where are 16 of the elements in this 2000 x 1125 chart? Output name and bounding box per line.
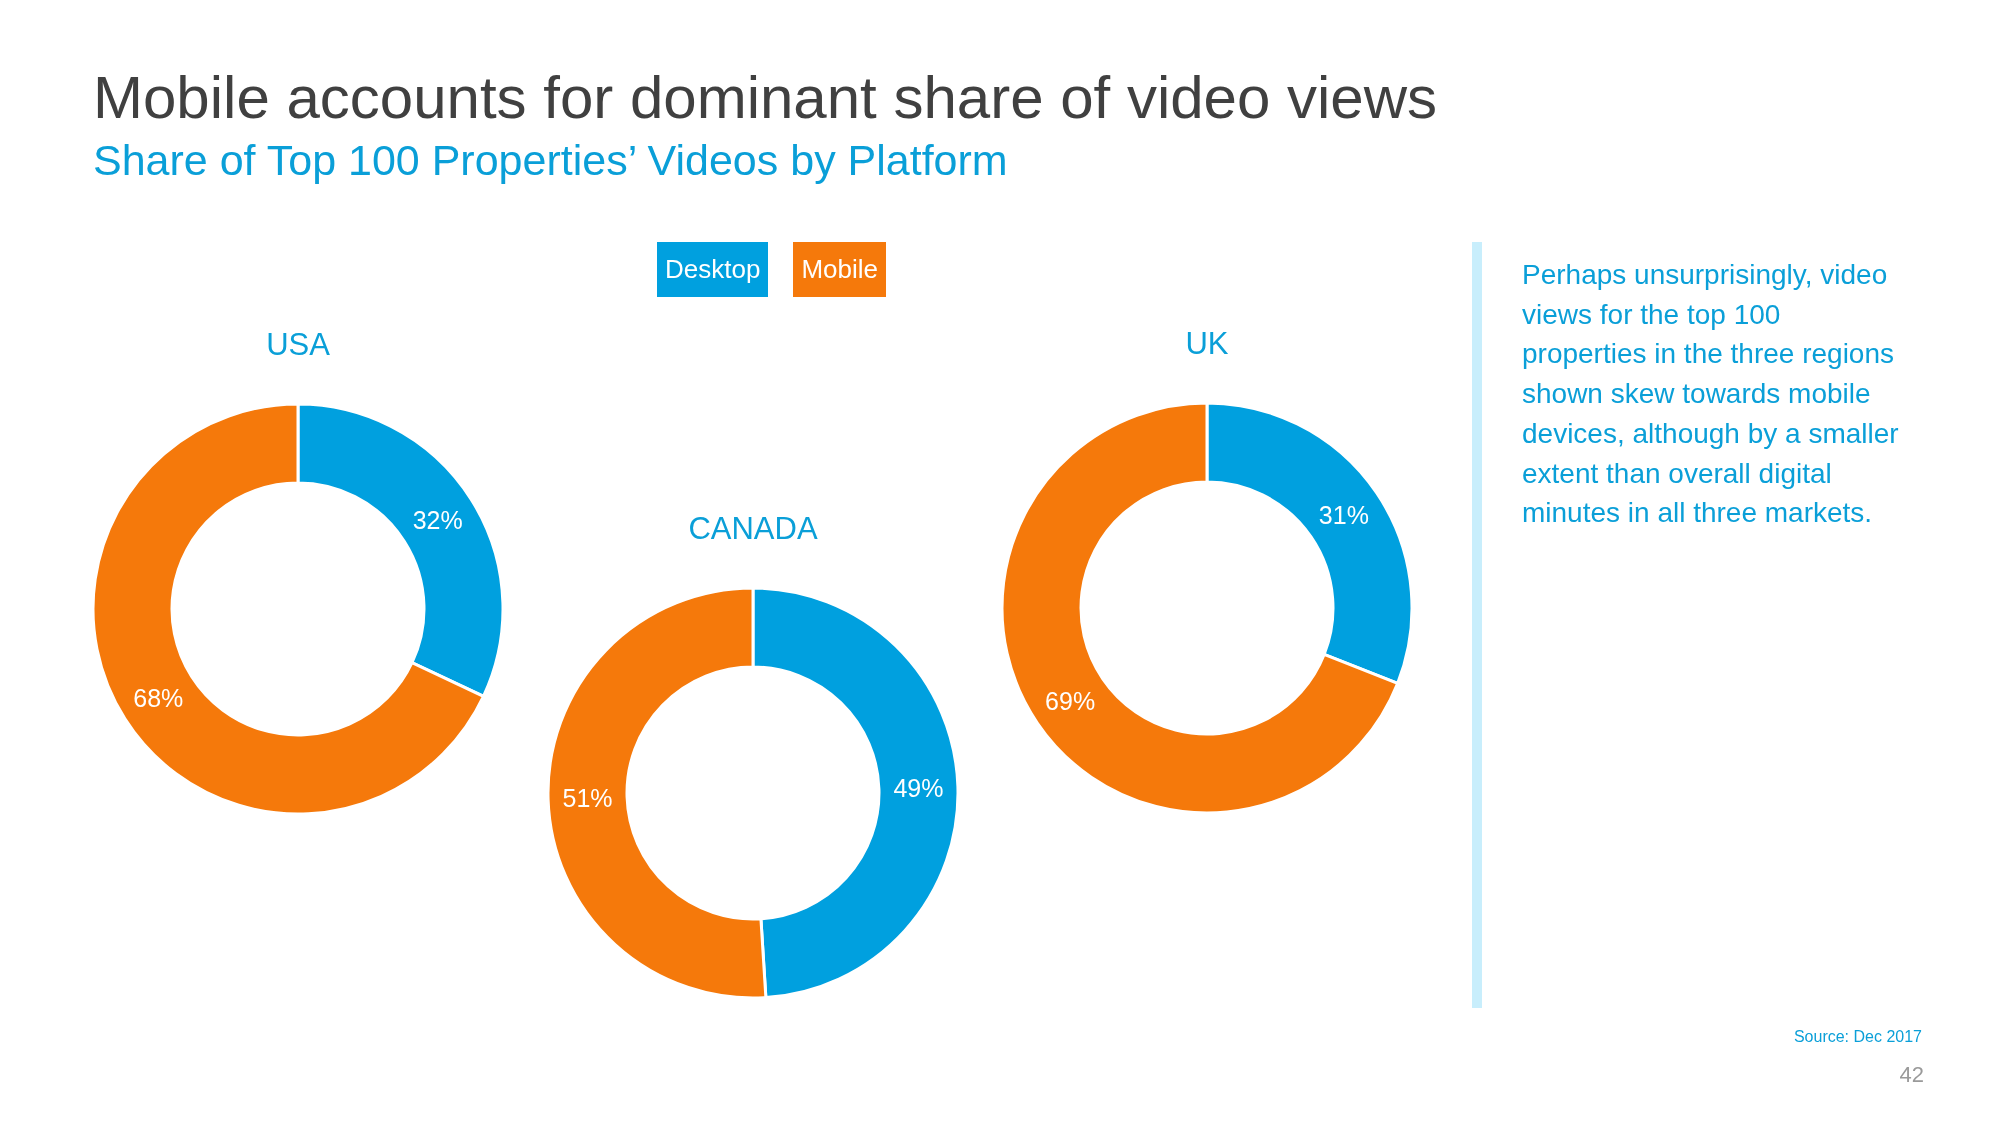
text: Mobile accounts for dominant share of video views [93,64,1438,131]
legend-label: Desktop [665,254,761,284]
data-label: 69% [1045,687,1096,716]
text: Perhaps unsurprisingly, video views for the top 100 properties in the three regions shown skew towards mobile devices, although by a smaller extent than overall digital minutes in all three markets. [1522,259,1899,529]
chart-title: USA [266,327,330,362]
data-label: 49% [893,773,944,802]
text: 42 [1899,1062,1924,1087]
chart-title: UK [1185,326,1229,361]
legend-label: Mobile [801,254,878,284]
text: Share of Top 100 Properties’ Videos by Platform [93,136,1008,184]
text: CANADA [688,511,818,546]
data-label: 31% [1318,500,1369,529]
data-label: 32% [412,506,463,535]
data-label: 51% [562,784,613,813]
data-label: 68% [133,683,184,712]
source-note: Source: Dec 2017 [1793,1028,1922,1045]
